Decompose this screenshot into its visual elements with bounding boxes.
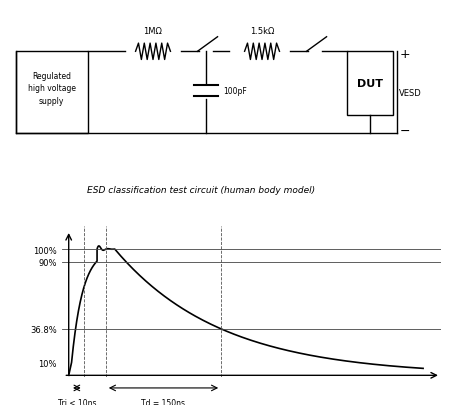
Text: 100pF: 100pF: [223, 87, 246, 96]
Text: 1MΩ: 1MΩ: [144, 27, 163, 36]
Text: +: +: [400, 48, 410, 61]
Bar: [347, 52, 393, 116]
Text: Tri < 10ns: Tri < 10ns: [58, 398, 96, 405]
Text: 1.5kΩ: 1.5kΩ: [250, 27, 274, 36]
Text: −: −: [400, 125, 410, 138]
Bar: [16, 52, 88, 134]
Text: Regulated
high voltage
supply: Regulated high voltage supply: [27, 72, 76, 105]
Text: DUT: DUT: [357, 79, 383, 89]
Text: Td = 150ns: Td = 150ns: [142, 398, 185, 405]
Text: ESD classification test circuit (human body model): ESD classification test circuit (human b…: [87, 186, 315, 195]
Text: VESD: VESD: [400, 89, 422, 98]
